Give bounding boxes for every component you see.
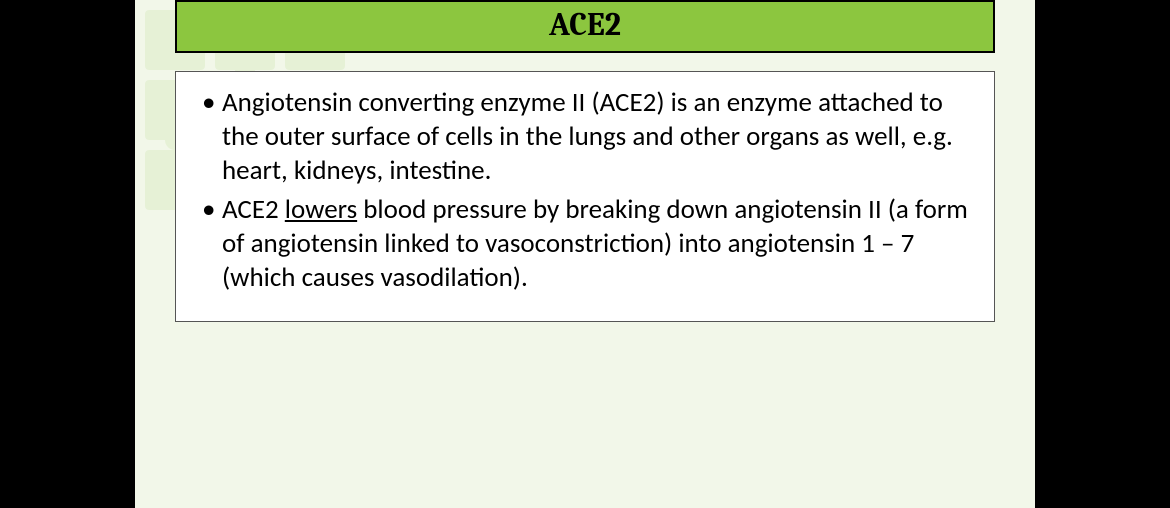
bullet-item: Angiotensin converting enzyme II (ACE2) … <box>198 86 972 187</box>
bullet-text-pre: Angiotensin converting enzyme II (ACE2) … <box>222 86 953 187</box>
bullet-list: Angiotensin converting enzyme II (ACE2) … <box>198 86 972 295</box>
bullet-item: ACE2 lowers blood pressure by breaking d… <box>198 193 972 294</box>
bullet-text-pre: ACE2 <box>222 193 285 226</box>
slide: ACE2 Angiotensin converting enzyme II (A… <box>135 0 1035 508</box>
bullet-text-underlined: lowers <box>285 193 357 226</box>
title-box: ACE2 <box>175 0 995 53</box>
slide-title: ACE2 <box>177 6 993 43</box>
content-box: Angiotensin converting enzyme II (ACE2) … <box>175 71 995 322</box>
